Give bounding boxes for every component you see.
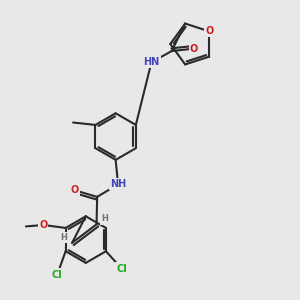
Text: O: O <box>70 185 79 195</box>
Text: NH: NH <box>110 179 126 189</box>
Text: O: O <box>39 220 47 230</box>
Text: O: O <box>190 44 198 54</box>
Text: H: H <box>60 233 67 242</box>
Text: Cl: Cl <box>52 269 63 280</box>
Text: O: O <box>205 26 213 36</box>
Text: HN: HN <box>143 57 160 68</box>
Text: Cl: Cl <box>116 263 127 274</box>
Text: H: H <box>101 214 108 224</box>
